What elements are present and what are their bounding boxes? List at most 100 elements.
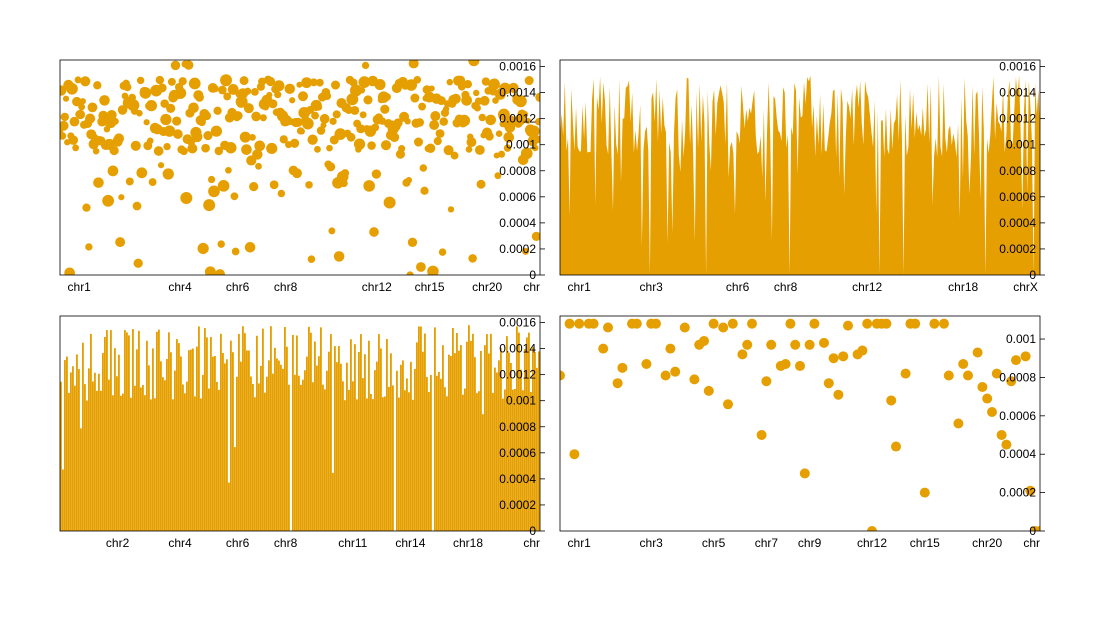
bar-mark: [372, 399, 374, 531]
x-tick-label: chr1: [68, 280, 92, 294]
data-point: [574, 318, 585, 329]
bar-mark: [482, 414, 484, 531]
bar-mark: [80, 428, 82, 531]
y-tick-label: 0.001: [1006, 138, 1036, 152]
data-point: [456, 75, 466, 85]
bar-mark: [122, 393, 124, 531]
data-point: [266, 142, 278, 155]
data-point: [227, 84, 239, 95]
bar-mark: [446, 396, 448, 531]
bar-mark: [280, 364, 282, 531]
bar-mark: [176, 339, 178, 531]
bar-mark: [414, 369, 416, 531]
bar-mark: [134, 385, 136, 531]
data-point: [60, 120, 69, 131]
data-point: [173, 129, 183, 139]
bar-mark: [106, 330, 108, 531]
y-tick-label: 0.0006: [499, 446, 536, 460]
data-point: [307, 255, 316, 263]
data-point: [367, 141, 376, 150]
data-point: [307, 134, 318, 145]
data-point: [74, 76, 82, 84]
data-point: [473, 104, 481, 112]
data-point: [217, 180, 230, 192]
plot-frame: [559, 315, 1041, 532]
data-point: [148, 178, 157, 186]
bar-mark: [200, 398, 202, 531]
bar-mark: [104, 337, 106, 531]
data-point: [485, 132, 494, 141]
data-point: [383, 196, 396, 209]
data-point: [450, 93, 461, 104]
bar-mark: [126, 332, 128, 531]
bar-mark: [448, 354, 450, 531]
data-point: [99, 95, 110, 106]
x-tick-label: chr2: [106, 536, 130, 550]
data-point: [766, 339, 777, 350]
bar-mark: [418, 326, 420, 531]
data-point: [790, 339, 801, 350]
bar-mark: [460, 345, 462, 531]
data-point: [218, 85, 227, 95]
x-tick-label: chr4: [168, 536, 192, 550]
bar-mark: [146, 340, 148, 531]
data-point: [393, 118, 403, 128]
data-point: [900, 368, 911, 379]
bar-mark: [70, 372, 72, 531]
bar-mark: [402, 360, 404, 531]
bar-mark: [508, 352, 510, 531]
data-point: [436, 96, 446, 106]
data-point: [492, 97, 499, 104]
bar-mark: [74, 385, 76, 531]
data-point: [93, 81, 102, 90]
bar-mark: [406, 378, 408, 531]
y-tick-label: 0.0008: [999, 370, 1036, 384]
data-point: [514, 95, 527, 108]
bar-mark: [386, 339, 388, 531]
y-tick-label: 0.0004: [999, 447, 1036, 461]
data-point: [214, 146, 224, 156]
data-point: [520, 110, 529, 119]
bar-mark: [264, 392, 266, 531]
data-point: [919, 487, 930, 498]
data-point: [488, 78, 500, 90]
data-point: [244, 242, 256, 253]
data-point: [478, 113, 486, 122]
y-tick-label: 0.0004: [499, 472, 536, 486]
bar-mark: [444, 387, 446, 531]
data-point: [972, 347, 983, 358]
bar-mark: [246, 350, 248, 531]
bar-mark: [420, 326, 422, 531]
data-point: [204, 266, 216, 275]
data-point: [670, 366, 681, 377]
data-point: [679, 322, 690, 333]
bar-mark: [152, 348, 154, 531]
bar-mark: [534, 352, 536, 531]
bar-mark: [224, 363, 226, 531]
data-point: [953, 418, 964, 429]
data-point: [244, 87, 252, 95]
bar-mark: [212, 356, 214, 531]
y-tick-label: 0: [529, 524, 536, 538]
data-point: [82, 203, 91, 212]
data-point: [269, 180, 279, 190]
bar-mark: [216, 382, 218, 531]
data-point: [503, 132, 515, 143]
bar-mark: [114, 348, 116, 531]
data-point: [136, 76, 145, 85]
x-tick-label: chr20: [472, 280, 502, 294]
bar-mark: [98, 373, 100, 531]
bar-mark: [186, 381, 188, 531]
data-point: [314, 145, 321, 153]
data-point: [72, 96, 82, 107]
bar-mark: [486, 334, 488, 531]
data-point: [316, 126, 326, 135]
data-point: [371, 123, 380, 132]
bar-mark: [506, 336, 508, 531]
bar-mark: [240, 361, 242, 531]
data-point: [466, 137, 477, 148]
bar-mark: [138, 330, 140, 531]
data-point: [910, 318, 921, 329]
bar-mark: [380, 348, 382, 531]
bar-mark: [450, 356, 452, 531]
